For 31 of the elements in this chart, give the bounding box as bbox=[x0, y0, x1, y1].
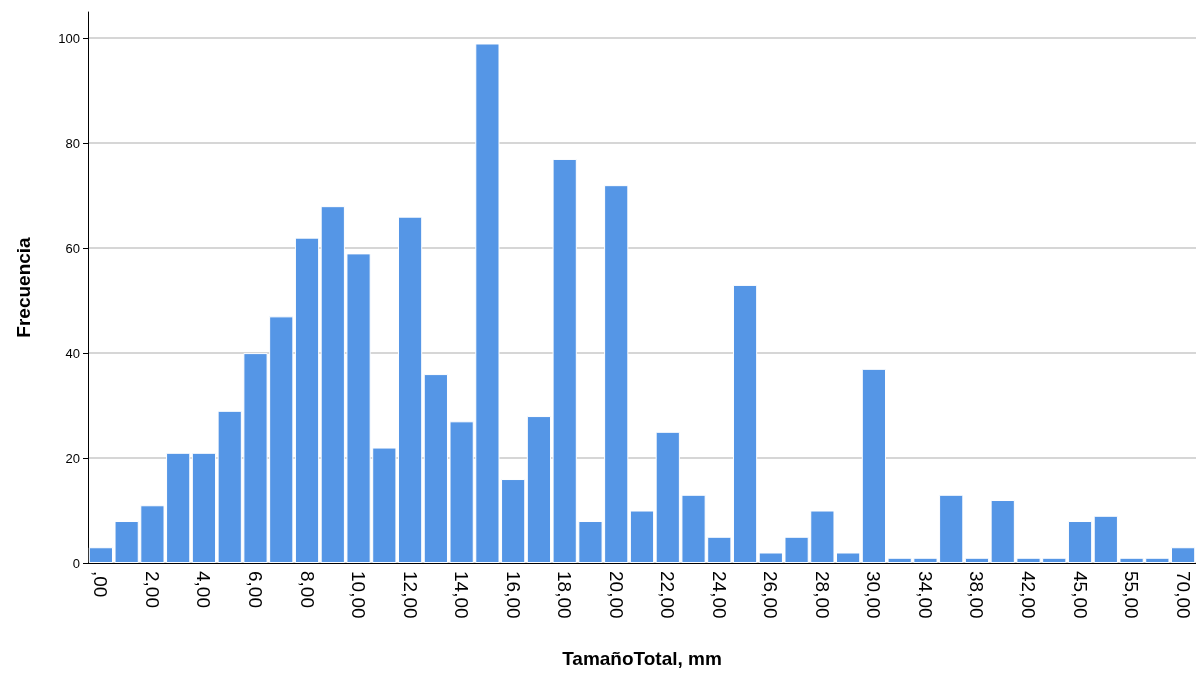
y-tick-label: 20 bbox=[65, 450, 80, 466]
y-tick-label: 80 bbox=[65, 135, 80, 151]
y-tick-label: 100 bbox=[58, 30, 80, 46]
x-tick-label: 8,00 bbox=[296, 571, 318, 608]
x-tick-label: 12,00 bbox=[399, 571, 421, 619]
x-tick-label: 14,00 bbox=[451, 571, 473, 619]
x-tick-label: 18,00 bbox=[554, 571, 576, 619]
x-tick-label: 45,00 bbox=[1069, 571, 1091, 619]
x-tick-label: 22,00 bbox=[657, 571, 679, 619]
bar bbox=[629, 510, 655, 563]
y-axis-title: Frecuencia bbox=[13, 236, 34, 338]
x-tick-label: 30,00 bbox=[863, 571, 885, 619]
x-tick-label: 34,00 bbox=[914, 571, 936, 619]
y-tick-label: 0 bbox=[72, 555, 80, 571]
x-axis-title: TamañoTotal, mm bbox=[562, 648, 722, 669]
x-tick-label: 70,00 bbox=[1172, 571, 1194, 619]
x-tick-label: 20,00 bbox=[605, 571, 627, 619]
x-tick-label: 16,00 bbox=[502, 571, 524, 619]
y-tick-label: 40 bbox=[65, 345, 80, 361]
x-tick-label: 4,00 bbox=[193, 571, 215, 608]
x-tick-label: 38,00 bbox=[966, 571, 988, 619]
y-tick-label: 60 bbox=[65, 240, 80, 256]
x-tick-label: 26,00 bbox=[760, 571, 782, 619]
x-tick-label: 24,00 bbox=[708, 571, 730, 619]
x-tick-label: 55,00 bbox=[1121, 571, 1143, 619]
x-tick-label: 6,00 bbox=[244, 571, 266, 608]
x-tick-label: ,00 bbox=[90, 571, 112, 598]
x-tick-label: 10,00 bbox=[348, 571, 370, 619]
x-tick-label: 2,00 bbox=[141, 571, 163, 608]
x-tick-label: 42,00 bbox=[1018, 571, 1040, 619]
x-tick-label: 28,00 bbox=[811, 571, 833, 619]
